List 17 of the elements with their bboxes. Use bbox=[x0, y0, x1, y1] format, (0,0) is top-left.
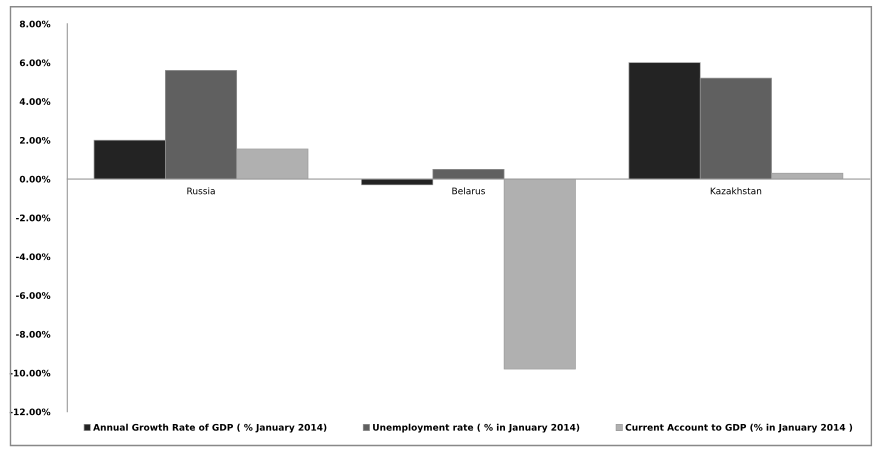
x-tick-label: Kazakhstan bbox=[710, 187, 762, 194]
y-tick-label: 4.00% bbox=[20, 98, 50, 105]
y-tick-label: 0.00% bbox=[20, 176, 50, 183]
legend-label: Unemployment rate ( % in January 2014) bbox=[373, 424, 580, 433]
x-tick-label: Belarus bbox=[452, 187, 485, 194]
y-tick-label: -2.00% bbox=[16, 214, 50, 222]
y-tick-label: -4.00% bbox=[16, 253, 50, 260]
x-tick-label: Russia bbox=[187, 187, 215, 194]
y-tick-label: -12.00% bbox=[10, 408, 50, 416]
y-tick-label: 6.00% bbox=[20, 59, 50, 66]
legend-label: Current Account to GDP (% in January 2014 ) bbox=[626, 424, 852, 433]
y-tick-label: 2.00% bbox=[20, 136, 50, 144]
y-tick-label: -6.00% bbox=[16, 292, 50, 299]
legend-label: Annual Growth Rate of GDP ( % January 2014) bbox=[93, 424, 326, 433]
y-tick-label: 8.00% bbox=[20, 20, 50, 28]
y-tick-label: -10.00% bbox=[10, 370, 50, 377]
y-tick-label: -8.00% bbox=[16, 330, 50, 338]
